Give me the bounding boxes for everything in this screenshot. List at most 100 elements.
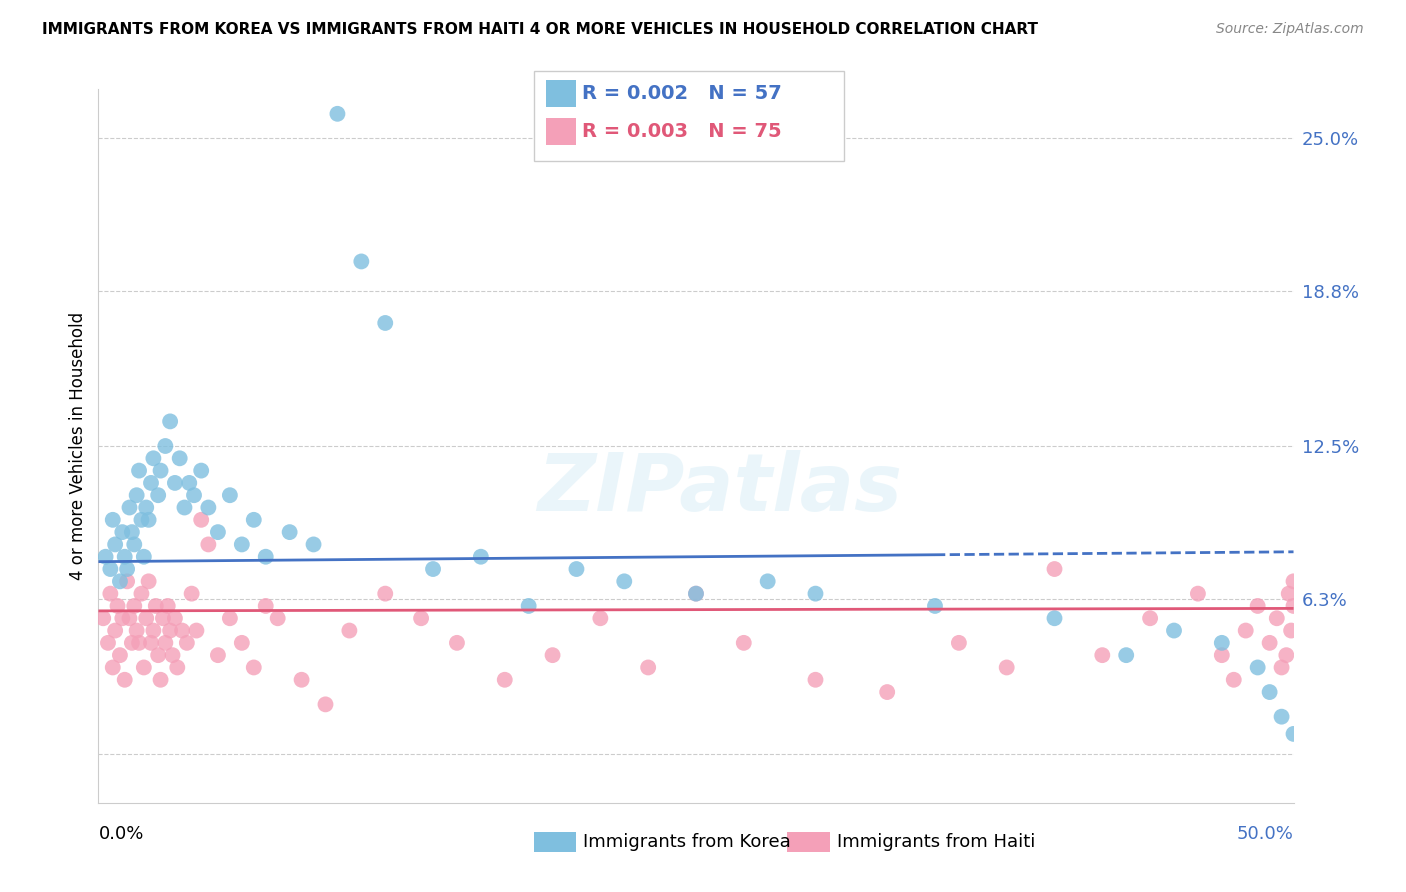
Point: [1246, 599, 1268, 613]
Point: [108, 574, 131, 589]
Point: [124, 537, 146, 551]
Point: [138, 513, 160, 527]
Point: [91, 611, 114, 625]
Point: [131, 513, 153, 527]
Point: [267, 611, 290, 625]
Point: [173, 500, 195, 515]
Point: [1279, 624, 1302, 638]
Point: [104, 537, 127, 551]
Point: [470, 549, 492, 564]
Point: [804, 587, 827, 601]
Point: [231, 636, 253, 650]
Point: [1246, 660, 1268, 674]
Text: Source: ZipAtlas.com: Source: ZipAtlas.com: [1216, 22, 1364, 37]
Point: [948, 636, 970, 650]
Text: 50.0%: 50.0%: [1237, 825, 1294, 843]
Point: [108, 648, 131, 662]
Point: [1258, 636, 1281, 650]
Text: Immigrants from Korea: Immigrants from Korea: [583, 833, 792, 851]
Point: [1258, 685, 1281, 699]
Point: [685, 587, 707, 601]
Point: [131, 587, 153, 601]
Point: [118, 500, 141, 515]
Point: [107, 599, 129, 613]
Point: [148, 488, 170, 502]
Point: [1211, 648, 1233, 662]
Point: [125, 488, 148, 502]
Point: [114, 673, 136, 687]
Point: [374, 316, 396, 330]
Point: [1282, 599, 1305, 613]
Point: [1211, 636, 1233, 650]
Point: [541, 648, 564, 662]
Point: [121, 636, 143, 650]
Text: ZIPatlas: ZIPatlas: [537, 450, 903, 528]
Point: [374, 587, 396, 601]
Point: [148, 648, 170, 662]
Point: [98, 562, 122, 576]
Point: [315, 698, 337, 712]
Point: [169, 451, 191, 466]
Point: [254, 549, 277, 564]
Point: [114, 549, 136, 564]
Point: [180, 587, 202, 601]
Point: [155, 636, 177, 650]
Point: [339, 624, 360, 638]
Point: [231, 537, 253, 551]
Point: [176, 636, 198, 650]
Point: [302, 537, 325, 551]
Point: [350, 254, 373, 268]
Point: [111, 611, 134, 625]
Point: [149, 673, 172, 687]
Point: [104, 624, 127, 638]
Point: [94, 549, 117, 564]
Point: [197, 500, 219, 515]
Point: [111, 525, 134, 540]
Point: [243, 513, 266, 527]
Point: [1275, 648, 1298, 662]
Point: [1187, 587, 1209, 601]
Point: [190, 464, 212, 478]
Point: [995, 660, 1018, 674]
Point: [1265, 611, 1288, 625]
Point: [197, 537, 219, 551]
Point: [1282, 727, 1305, 741]
Point: [589, 611, 612, 625]
Point: [118, 611, 141, 625]
Point: [517, 599, 540, 613]
Point: [613, 574, 636, 589]
Point: [804, 673, 827, 687]
Point: [183, 488, 205, 502]
Point: [139, 475, 162, 490]
Point: [446, 636, 468, 650]
Point: [1163, 624, 1185, 638]
Point: [155, 439, 177, 453]
Point: [162, 648, 184, 662]
Point: [243, 660, 266, 674]
Point: [179, 475, 201, 490]
Point: [1234, 624, 1257, 638]
Point: [290, 673, 312, 687]
Point: [135, 611, 157, 625]
Point: [125, 624, 148, 638]
Point: [135, 500, 157, 515]
Point: [142, 624, 165, 638]
Point: [494, 673, 516, 687]
Point: [924, 599, 946, 613]
Point: [565, 562, 588, 576]
Text: Immigrants from Haiti: Immigrants from Haiti: [837, 833, 1035, 851]
Point: [163, 475, 186, 490]
Point: [132, 549, 155, 564]
Point: [1043, 611, 1066, 625]
Point: [278, 525, 301, 540]
Text: IMMIGRANTS FROM KOREA VS IMMIGRANTS FROM HAITI 4 OR MORE VEHICLES IN HOUSEHOLD C: IMMIGRANTS FROM KOREA VS IMMIGRANTS FROM…: [42, 22, 1038, 37]
Point: [138, 574, 160, 589]
Point: [132, 660, 155, 674]
Point: [145, 599, 167, 613]
Point: [98, 587, 122, 601]
Point: [1271, 709, 1294, 723]
Point: [1043, 562, 1066, 576]
Point: [411, 611, 433, 625]
Point: [422, 562, 444, 576]
Point: [166, 660, 188, 674]
